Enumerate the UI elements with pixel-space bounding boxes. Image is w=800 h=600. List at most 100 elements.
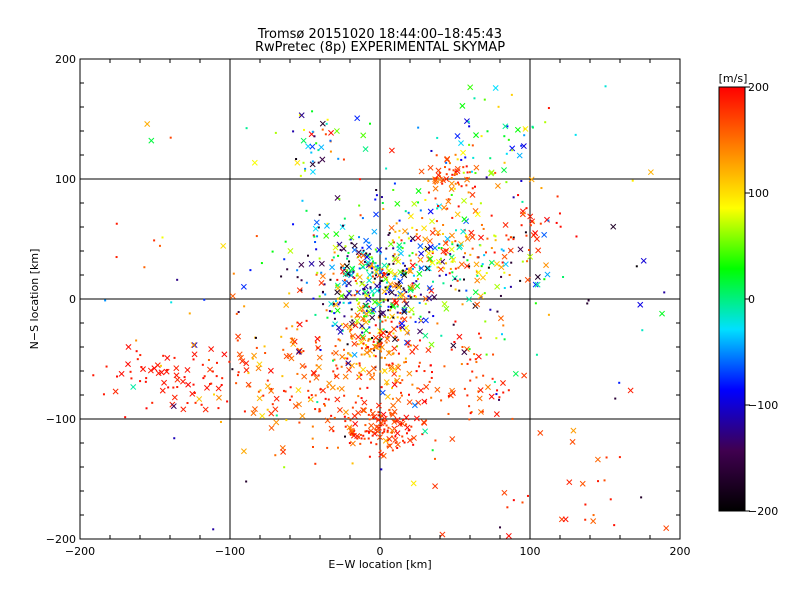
cross-marker xyxy=(421,225,428,232)
cross-stroke xyxy=(480,274,486,281)
dot-marker xyxy=(480,265,483,268)
cross-stroke xyxy=(352,420,359,427)
cross-stroke xyxy=(435,167,442,174)
dot-marker xyxy=(346,357,349,360)
cross-marker xyxy=(404,424,411,431)
dot-marker xyxy=(283,258,286,261)
dot-marker xyxy=(369,378,372,381)
cross-stroke xyxy=(391,345,398,352)
cross-marker xyxy=(448,180,455,187)
dot-marker xyxy=(274,131,277,134)
dot-marker xyxy=(470,411,473,414)
dot-marker xyxy=(303,128,306,131)
dot-marker xyxy=(440,399,443,402)
cross-stroke xyxy=(318,280,325,286)
dot-marker xyxy=(471,187,474,190)
cross-marker xyxy=(435,229,441,236)
dot-marker xyxy=(392,419,395,422)
dot-marker xyxy=(393,336,396,339)
cross-marker xyxy=(329,264,336,271)
cross-stroke xyxy=(363,349,370,356)
dot-marker xyxy=(411,282,414,285)
cross-marker xyxy=(360,252,367,259)
dot-marker xyxy=(368,253,371,256)
dot-marker xyxy=(480,135,483,138)
cross-marker xyxy=(286,352,293,359)
cross-marker xyxy=(493,261,500,267)
cross-marker xyxy=(180,406,187,413)
cross-stroke xyxy=(529,218,536,225)
dot-marker xyxy=(438,171,441,174)
cross-marker xyxy=(190,342,197,349)
dot-marker xyxy=(389,413,392,416)
cross-marker xyxy=(403,301,410,307)
cross-stroke xyxy=(343,294,350,301)
dot-marker xyxy=(430,149,433,152)
cross-marker xyxy=(398,320,405,327)
dot-marker xyxy=(314,408,317,411)
dot-marker xyxy=(393,277,396,280)
cross-stroke xyxy=(171,394,178,401)
dot-marker xyxy=(394,275,397,278)
cross-marker xyxy=(386,330,393,337)
dot-marker xyxy=(325,309,328,312)
cross-marker xyxy=(382,276,389,283)
cross-stroke xyxy=(280,448,287,455)
cross-marker xyxy=(389,427,396,434)
dot-marker xyxy=(499,526,502,529)
cross-marker xyxy=(334,289,341,296)
dot-marker xyxy=(584,518,587,521)
dot-marker xyxy=(613,524,616,527)
dot-marker xyxy=(482,374,485,377)
dot-marker xyxy=(501,261,504,264)
cross-marker xyxy=(371,228,378,235)
cross-marker xyxy=(369,314,376,321)
dot-marker xyxy=(391,435,394,438)
cross-stroke xyxy=(386,285,393,292)
cross-marker xyxy=(347,324,353,331)
cross-marker xyxy=(478,234,484,241)
cross-stroke xyxy=(343,263,350,270)
cross-marker xyxy=(528,176,535,183)
dot-marker xyxy=(305,319,308,322)
cross-stroke xyxy=(376,424,382,431)
cross-marker xyxy=(401,297,408,304)
cross-marker xyxy=(332,244,339,251)
cross-stroke xyxy=(215,385,222,392)
cross-stroke xyxy=(418,265,425,272)
cross-stroke xyxy=(415,234,422,241)
cross-stroke xyxy=(502,261,509,268)
dot-marker xyxy=(503,271,506,274)
dot-marker xyxy=(374,344,377,347)
cross-marker xyxy=(407,437,413,444)
cross-marker xyxy=(501,167,507,174)
dot-marker xyxy=(525,207,528,210)
cross-marker xyxy=(320,387,326,394)
dot-marker xyxy=(342,301,345,304)
dot-marker xyxy=(485,176,488,179)
cross-stroke xyxy=(402,228,408,235)
cross-marker xyxy=(441,301,448,307)
cross-marker xyxy=(148,137,155,144)
cross-stroke xyxy=(360,366,367,373)
dot-marker xyxy=(296,328,299,331)
cross-stroke xyxy=(406,267,413,274)
y-tick-label: 200 xyxy=(55,53,76,66)
cross-stroke xyxy=(396,284,402,291)
cross-stroke xyxy=(389,427,396,434)
cross-marker xyxy=(408,306,415,313)
dot-marker xyxy=(368,355,371,358)
dot-marker xyxy=(415,370,418,373)
dot-marker xyxy=(326,222,329,225)
dot-marker xyxy=(377,414,380,417)
dot-marker xyxy=(376,418,379,421)
dot-marker xyxy=(349,426,352,429)
cross-stroke xyxy=(237,354,244,361)
cross-stroke xyxy=(413,415,420,422)
cross-stroke xyxy=(314,335,321,342)
dot-marker xyxy=(503,161,506,164)
dot-marker xyxy=(371,257,374,260)
dot-marker xyxy=(535,353,538,356)
dot-marker xyxy=(521,501,524,504)
dot-marker xyxy=(327,398,330,401)
